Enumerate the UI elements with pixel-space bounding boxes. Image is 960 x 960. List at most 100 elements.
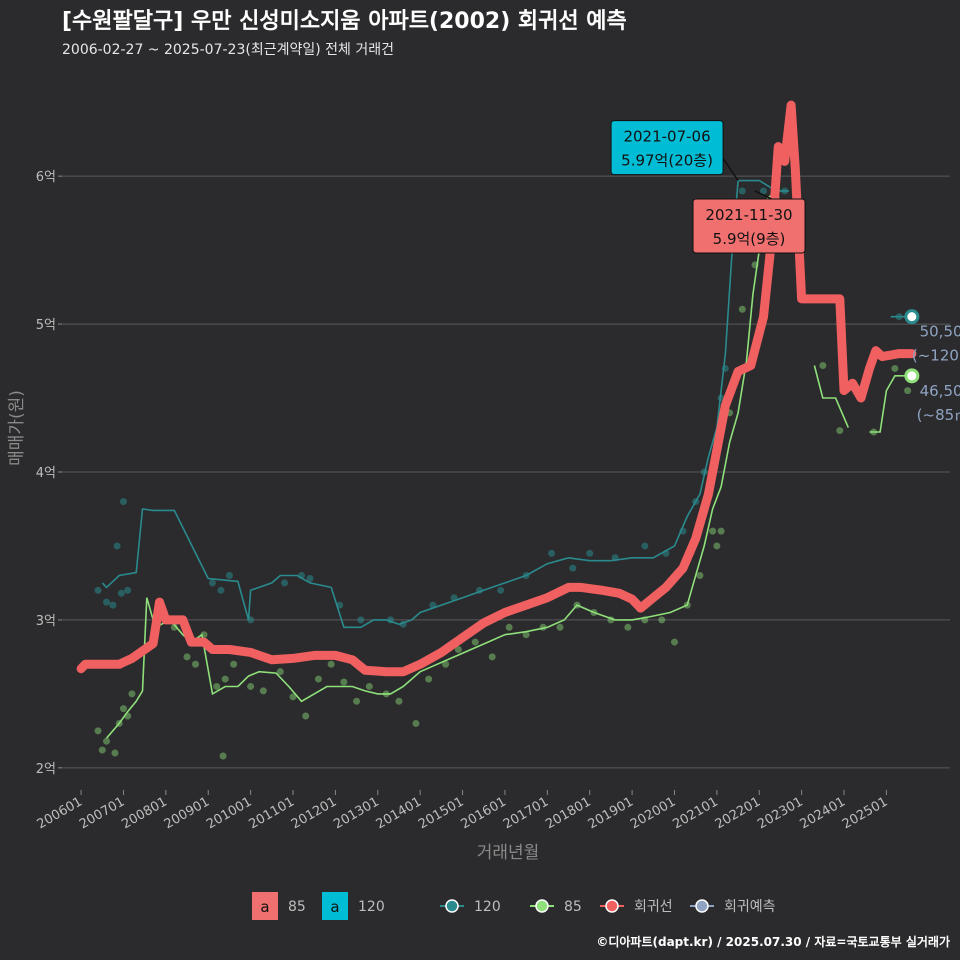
scatter-point-85 — [111, 749, 119, 757]
y-tick-label: 5억 — [36, 318, 56, 333]
legend-fill-key-letter: a — [330, 898, 339, 916]
scatter-point-85 — [624, 623, 632, 631]
scatter-point-85 — [891, 364, 899, 372]
legend-line-label: 85 — [564, 899, 582, 915]
legend-fill-key — [322, 892, 348, 920]
scatter-point-120 — [225, 572, 233, 580]
scatter-point-120 — [759, 187, 767, 195]
scatter-point-120 — [124, 586, 132, 594]
scatter-point-85 — [94, 727, 102, 735]
end-area-label: (~85㎡) — [917, 406, 960, 424]
scatter-point-85 — [170, 623, 178, 631]
y-tick-label: 2억 — [36, 762, 56, 777]
scatter-point-85 — [192, 660, 200, 668]
scatter-point-120 — [113, 542, 121, 550]
end-point — [904, 368, 920, 384]
y-tick-label: 3억 — [36, 614, 56, 629]
scatter-point-85 — [709, 527, 717, 535]
legend-line-label: 회귀예측 — [724, 899, 776, 915]
annotation-price: 5.9억(9층) — [713, 230, 786, 248]
end-point — [904, 309, 920, 325]
annotations: 2021-07-06 5.97억(20층) 2021-11-30 5.9억(9층) — [610, 120, 806, 254]
scatter-point-120 — [217, 586, 225, 594]
y-axis-title: 매매가(원) — [7, 390, 27, 466]
scatter-point-85 — [314, 675, 322, 683]
scatter-point-120 — [208, 579, 216, 587]
scatter-point-85 — [556, 623, 564, 631]
legend-line-dot — [445, 899, 459, 913]
series-line-120 — [101, 179, 789, 629]
scatter-point-85 — [119, 705, 127, 713]
scatter-point-85 — [128, 690, 136, 698]
scatter-point-85 — [442, 660, 450, 668]
scatter-point-85 — [340, 678, 348, 686]
scatter-point-85 — [425, 675, 433, 683]
end-labels: 50,500 (~120㎡) 46,500 (~85㎡) — [904, 309, 960, 424]
y-tick-label: 6억 — [36, 170, 56, 185]
end-value-label: 46,500 — [920, 382, 960, 400]
end-area-label: (~120㎡) — [912, 347, 960, 365]
scatter-point-85 — [836, 427, 844, 435]
annotation-date: 2021-11-30 — [705, 206, 792, 224]
scatter-point-85 — [819, 361, 827, 369]
scatter-point-85 — [454, 645, 462, 653]
scatter-point-120 — [306, 574, 314, 582]
scatter-point-120 — [586, 549, 594, 557]
scatter-point-85 — [717, 527, 725, 535]
scatter-point-85 — [289, 693, 297, 701]
scatter-point-120 — [569, 564, 577, 572]
regression-path — [76, 100, 917, 677]
scatter-point-85 — [247, 682, 255, 690]
legend-fill-label: 85 — [288, 899, 306, 915]
legend-line-dot — [695, 899, 709, 913]
scatter-point-85 — [696, 572, 704, 580]
scatter-point-85 — [213, 682, 221, 690]
scatter-point-85 — [395, 697, 403, 705]
scatter-point-120 — [94, 586, 102, 594]
scatter-point-85 — [488, 653, 496, 661]
scatter-point-85 — [904, 387, 912, 395]
legend-line-dot — [535, 899, 549, 913]
scatter-point-120 — [497, 586, 505, 594]
scatter-point-85 — [658, 616, 666, 624]
scatter-point-85 — [302, 712, 310, 720]
scatter-point-85 — [713, 542, 721, 550]
scatter-point-85 — [259, 687, 267, 695]
y-axis: 2억 3억 4억 5억 6억 — [36, 170, 62, 777]
chart-title: [수원팔달구] 우만 신성미소지움 아파트(2002) 회귀선 예측 — [62, 9, 627, 34]
scatter-point-85 — [365, 682, 373, 690]
legend-line-label: 회귀선 — [634, 899, 673, 915]
annotation-pointer — [722, 157, 739, 182]
end-value-label: 50,500 — [920, 323, 960, 341]
scatter-point-85 — [276, 668, 284, 676]
scatter-point-85 — [738, 305, 746, 313]
legend-fill-key — [252, 892, 278, 920]
scatter-point-85 — [103, 737, 111, 745]
annotation-pointer — [754, 190, 772, 200]
chart-caption: ©디아파트(dapt.kr) / 2025.07.30 / 자료=국토교통부 실… — [596, 934, 950, 949]
legend-line-label: 120 — [474, 899, 501, 915]
scatter-point-120 — [641, 542, 649, 550]
annotation-price: 5.97억(20층) — [621, 152, 713, 170]
scatter-point-120 — [117, 589, 125, 597]
scatter-point-120 — [109, 601, 117, 609]
scatter-point-120 — [103, 598, 111, 606]
scatter-point-120 — [738, 187, 746, 195]
scatter-point-120 — [119, 498, 127, 506]
legend-line-dot — [605, 899, 619, 913]
scatter-point-85 — [353, 697, 361, 705]
scatter-point-85 — [230, 660, 238, 668]
legend: a 85 a 120 120 85 회귀선 회귀예측 — [252, 892, 776, 920]
scatter-point-85 — [412, 719, 420, 727]
legend-fill-label: 120 — [358, 899, 385, 915]
scatter-point-85 — [221, 675, 229, 683]
scatter-point-85 — [327, 660, 335, 668]
chart-subtitle: 2006-02-27 ~ 2025-07-23(최근계약일) 전체 거래건 — [62, 42, 394, 58]
scatter-point-120 — [281, 579, 289, 587]
scatter-point-85 — [219, 752, 227, 760]
scatter-point-85 — [98, 746, 106, 754]
scatter-point-120 — [357, 616, 365, 624]
x-axis-title: 거래년월 — [477, 843, 540, 863]
y-tick-label: 4억 — [36, 466, 56, 481]
